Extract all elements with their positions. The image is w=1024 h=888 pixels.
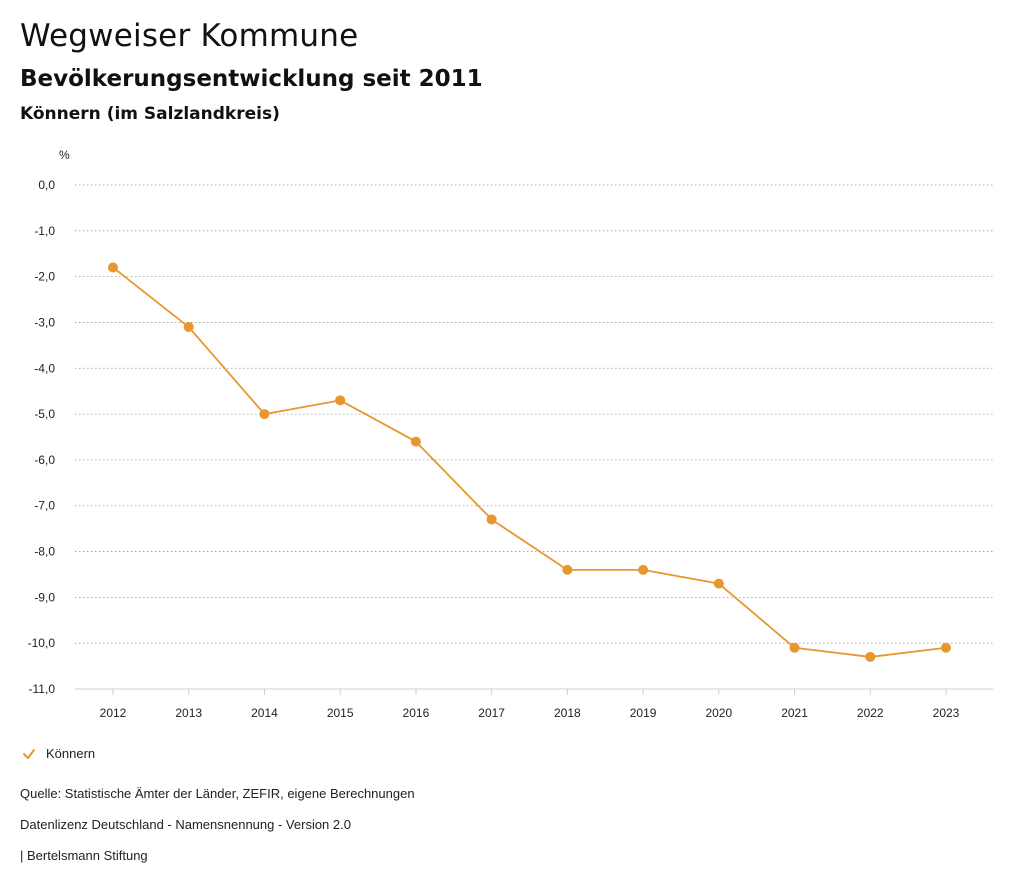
x-tick-label: 2013 bbox=[175, 706, 202, 720]
y-tick-label: -8,0 bbox=[34, 545, 55, 559]
publisher-note: | Bertelsmann Stiftung bbox=[20, 848, 148, 863]
x-tick-label: 2014 bbox=[251, 706, 278, 720]
y-tick-label: 0,0 bbox=[38, 178, 55, 192]
y-tick-label: -1,0 bbox=[34, 224, 55, 238]
region-label: Könnern (im Salzlandkreis) bbox=[20, 104, 280, 124]
y-tick-label: -2,0 bbox=[34, 270, 55, 284]
x-tick-label: 2015 bbox=[327, 706, 354, 720]
x-tick-label: 2019 bbox=[630, 706, 657, 720]
data-point[interactable] bbox=[638, 564, 649, 575]
x-tick-label: 2012 bbox=[100, 706, 127, 720]
legend-label: Könnern bbox=[46, 746, 96, 761]
data-point[interactable] bbox=[713, 578, 724, 589]
data-point[interactable] bbox=[410, 436, 421, 447]
x-tick-label: 2020 bbox=[705, 706, 732, 720]
page-title: Wegweiser Kommune bbox=[20, 18, 359, 54]
x-tick-label: 2018 bbox=[554, 706, 581, 720]
data-point[interactable] bbox=[562, 564, 573, 575]
y-tick-label: -5,0 bbox=[34, 407, 55, 421]
data-point[interactable] bbox=[183, 322, 194, 333]
gridlines bbox=[75, 184, 993, 690]
x-tick-label: 2021 bbox=[781, 706, 808, 720]
x-tick-label: 2017 bbox=[478, 706, 505, 720]
x-tick-label: 2023 bbox=[933, 706, 960, 720]
y-tick-label: -4,0 bbox=[34, 361, 55, 375]
y-tick-label: -10,0 bbox=[28, 636, 56, 650]
y-tick-label: -3,0 bbox=[34, 315, 55, 329]
series-group bbox=[108, 262, 951, 662]
data-point[interactable] bbox=[789, 642, 800, 653]
x-tick-label: 2022 bbox=[857, 706, 884, 720]
chart-subtitle: Bevölkerungsentwicklung seit 2011 bbox=[20, 66, 483, 92]
data-point[interactable] bbox=[108, 262, 118, 273]
series-line bbox=[112, 266, 947, 658]
license-note: Datenlizenz Deutschland - Namensnennung … bbox=[20, 817, 351, 832]
y-axis-ticks: 0,0 -1,0 -2,0 -3,0 -4,0 -5,0 -6,0 -7,0 -8,0 -9,0 -… bbox=[28, 178, 56, 696]
check-icon bbox=[23, 748, 35, 759]
source-note: Quelle: Statistische Ämter der Länder, Z… bbox=[20, 786, 415, 801]
y-tick-label: -6,0 bbox=[34, 453, 55, 467]
data-point[interactable] bbox=[259, 409, 270, 420]
y-tick-label: -9,0 bbox=[34, 590, 55, 604]
x-axis: 2012 2013 2014 2015 2016 2017 2018 2019 2020 2021… bbox=[75, 688, 993, 720]
data-point[interactable] bbox=[865, 651, 876, 662]
y-axis-unit: % bbox=[59, 148, 70, 162]
data-point[interactable] bbox=[486, 514, 497, 525]
line-chart: % 0,0 -1,0 -2,0 -3,0 -4,0 -5,0 -6,0 -7,0 -8,0 -9,… bbox=[28, 148, 993, 720]
x-tick-label: 2016 bbox=[403, 706, 430, 720]
y-tick-label: -11,0 bbox=[29, 682, 56, 696]
data-point[interactable] bbox=[941, 642, 951, 653]
data-point[interactable] bbox=[335, 395, 346, 406]
legend[interactable]: Könnern bbox=[22, 746, 95, 761]
y-tick-label: -7,0 bbox=[34, 499, 55, 513]
